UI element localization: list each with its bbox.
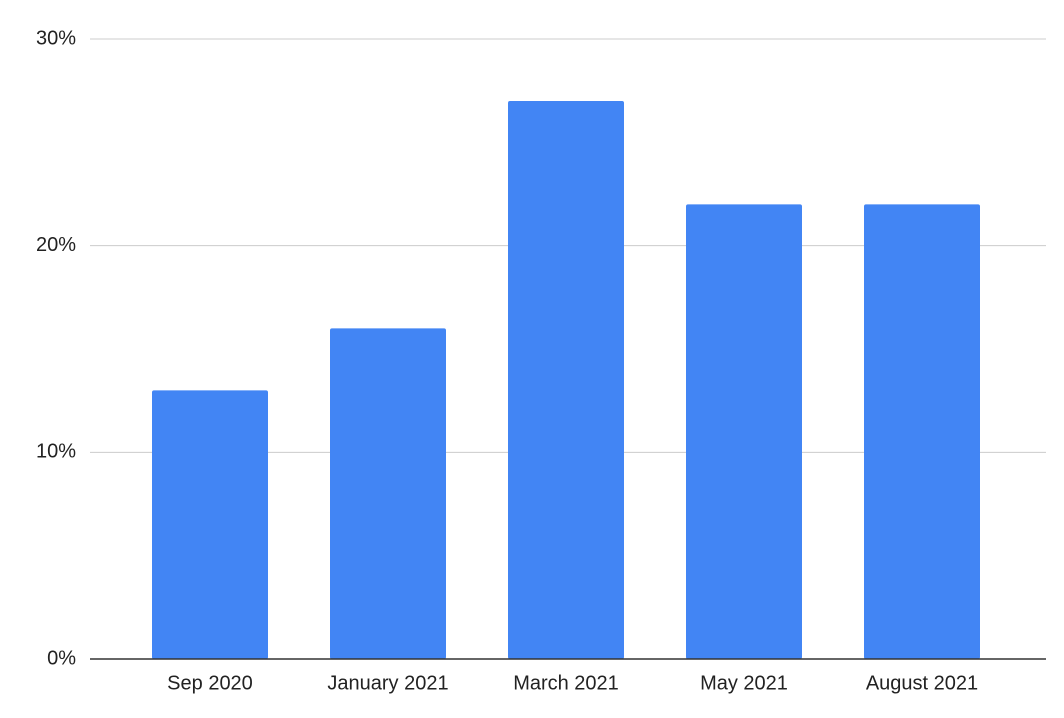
x-tick-label: August 2021 bbox=[866, 672, 978, 694]
bar bbox=[686, 204, 802, 660]
bar bbox=[152, 390, 268, 659]
bar bbox=[508, 101, 624, 659]
x-tick-label: May 2021 bbox=[700, 672, 788, 694]
bar bbox=[330, 328, 446, 659]
x-tick-label: Sep 2020 bbox=[167, 672, 253, 694]
x-tick-label: March 2021 bbox=[513, 672, 619, 694]
x-tick-label: January 2021 bbox=[327, 672, 448, 694]
y-tick-label: 10% bbox=[36, 441, 76, 463]
bar bbox=[864, 204, 980, 660]
y-tick-label: 30% bbox=[36, 27, 76, 49]
y-tick-label: 20% bbox=[36, 234, 76, 256]
y-tick-label: 0% bbox=[47, 647, 76, 669]
